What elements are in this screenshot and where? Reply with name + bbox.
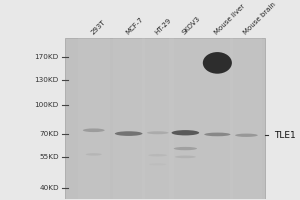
Ellipse shape xyxy=(174,147,197,150)
Ellipse shape xyxy=(115,131,142,136)
Ellipse shape xyxy=(148,154,167,156)
Ellipse shape xyxy=(235,134,258,137)
Text: SKOV3: SKOV3 xyxy=(181,15,202,35)
Ellipse shape xyxy=(83,128,105,132)
Text: TLE1: TLE1 xyxy=(274,131,296,140)
Text: 293T: 293T xyxy=(89,19,106,35)
Bar xyxy=(113,38,145,199)
Ellipse shape xyxy=(175,156,196,158)
Text: 130KD: 130KD xyxy=(34,77,59,83)
Text: 170KD: 170KD xyxy=(34,54,59,60)
Text: Mouse liver: Mouse liver xyxy=(213,3,246,35)
Text: HT-29: HT-29 xyxy=(154,17,172,35)
Ellipse shape xyxy=(204,133,230,136)
Ellipse shape xyxy=(147,131,169,134)
Text: 100KD: 100KD xyxy=(34,102,59,108)
Text: 70KD: 70KD xyxy=(39,131,59,137)
Bar xyxy=(230,38,262,199)
Bar xyxy=(65,38,265,199)
Bar xyxy=(201,38,233,199)
Ellipse shape xyxy=(172,130,199,135)
Text: 55KD: 55KD xyxy=(39,154,59,160)
Bar xyxy=(78,38,110,199)
Ellipse shape xyxy=(149,163,166,165)
Bar xyxy=(142,38,174,199)
Text: Mouse brain: Mouse brain xyxy=(242,1,277,35)
Ellipse shape xyxy=(203,52,232,74)
Bar xyxy=(169,38,201,199)
Text: MCF-7: MCF-7 xyxy=(124,16,144,35)
Text: 40KD: 40KD xyxy=(39,185,59,191)
Ellipse shape xyxy=(86,153,102,156)
